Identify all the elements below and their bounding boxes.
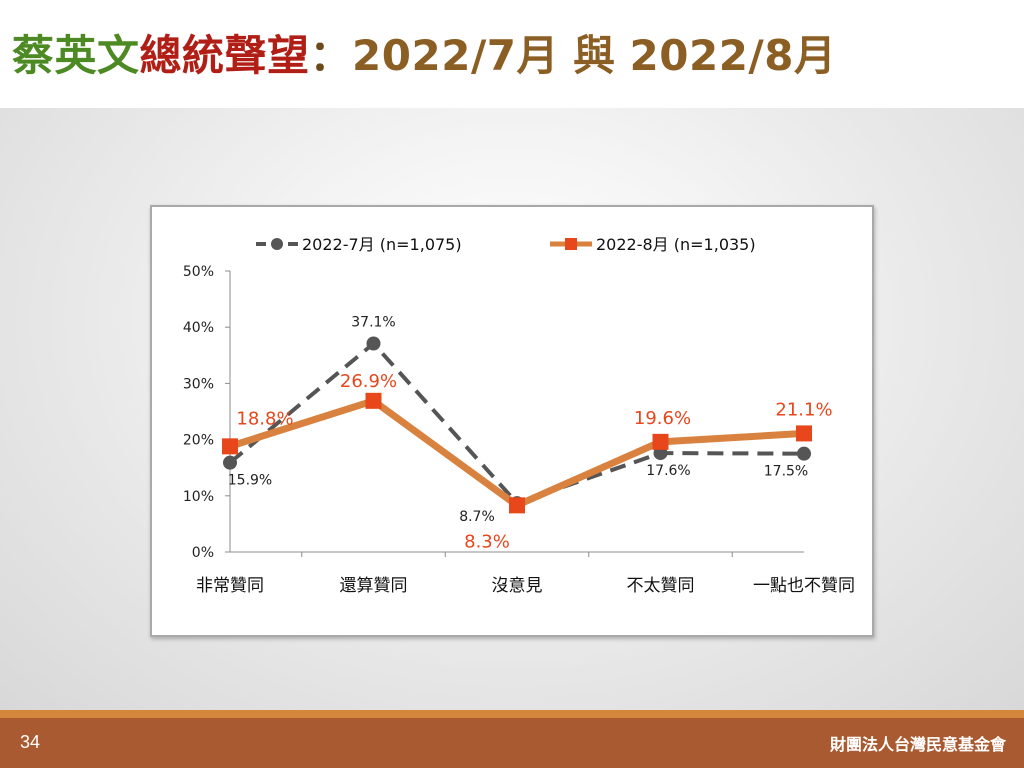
chart-panel: 0% 10% 20% 30% 40% 50% 非常贊同 還算贊同 沒意見 不太贊同 一點也不贊同 20… bbox=[150, 205, 874, 637]
y-tick-label: 0% bbox=[192, 545, 214, 561]
y-tick-label: 30% bbox=[183, 376, 214, 392]
slide-footer: 34 財團法人台灣民意基金會 bbox=[0, 718, 1024, 768]
x-category-label: 一點也不贊同 bbox=[753, 576, 855, 596]
line-chart: 0% 10% 20% 30% 40% 50% 非常贊同 還算贊同 沒意見 不太贊同 一點也不贊同 20… bbox=[183, 235, 855, 596]
organization-name: 財團法人台灣民意基金會 bbox=[829, 735, 1006, 754]
legend-marker-series-1 bbox=[271, 238, 283, 250]
y-tick-label: 10% bbox=[183, 489, 214, 505]
series-2-data-label: 8.3% bbox=[464, 531, 510, 552]
footer-accent-strip bbox=[0, 710, 1024, 718]
title-period-1: 2022/7月 bbox=[352, 31, 560, 80]
series-1-data-label: 17.6% bbox=[646, 463, 690, 479]
series-1-line bbox=[228, 340, 805, 506]
series-2-data-label: 26.9% bbox=[340, 371, 397, 392]
title-topic: 總統聲望 bbox=[139, 31, 310, 80]
series-1-data-label: 8.7% bbox=[459, 509, 495, 525]
x-category-label: 沒意見 bbox=[492, 576, 543, 596]
y-tick-label: 50% bbox=[183, 264, 214, 280]
slide-title: 蔡英文總統聲望：2022/7月與 2022/8月 bbox=[12, 28, 837, 84]
series-2-data-label: 19.6% bbox=[634, 408, 691, 429]
series-1-data-label: 37.1% bbox=[351, 314, 395, 330]
x-category-label: 非常贊同 bbox=[196, 576, 264, 596]
series-1-data-label: 17.5% bbox=[764, 464, 808, 480]
series-2-data-label: 18.8% bbox=[236, 408, 293, 429]
series-2-point bbox=[365, 392, 382, 409]
series-2-point bbox=[796, 425, 812, 442]
x-category-label: 還算贊同 bbox=[340, 576, 408, 596]
y-tick-label: 40% bbox=[183, 320, 214, 336]
title-period-2: 2022/8月 bbox=[629, 31, 837, 80]
title-colon: ： bbox=[309, 31, 353, 80]
series-1-point bbox=[366, 336, 381, 351]
y-tick-label: 20% bbox=[183, 433, 214, 449]
title-name: 蔡英文 bbox=[12, 31, 140, 80]
title-connector: 與 bbox=[573, 31, 616, 80]
slide-header: 蔡英文總統聲望：2022/7月與 2022/8月 bbox=[0, 0, 1024, 108]
series-1-point bbox=[223, 455, 237, 470]
series-1-data-label: 15.9% bbox=[228, 473, 272, 489]
series-2-data-label: 21.1% bbox=[775, 399, 832, 420]
legend-label-series-2: 2022-8月 (n=1,035) bbox=[596, 235, 756, 254]
series-2-point bbox=[652, 433, 669, 450]
x-category-label: 不太贊同 bbox=[627, 576, 695, 596]
series-2-point bbox=[222, 438, 238, 455]
legend-label-series-1: 2022-7月 (n=1,075) bbox=[302, 235, 462, 254]
series-2-point bbox=[509, 497, 525, 514]
page-number: 34 bbox=[20, 732, 41, 752]
series-1-point bbox=[797, 446, 811, 461]
legend-marker-series-2 bbox=[565, 238, 577, 250]
